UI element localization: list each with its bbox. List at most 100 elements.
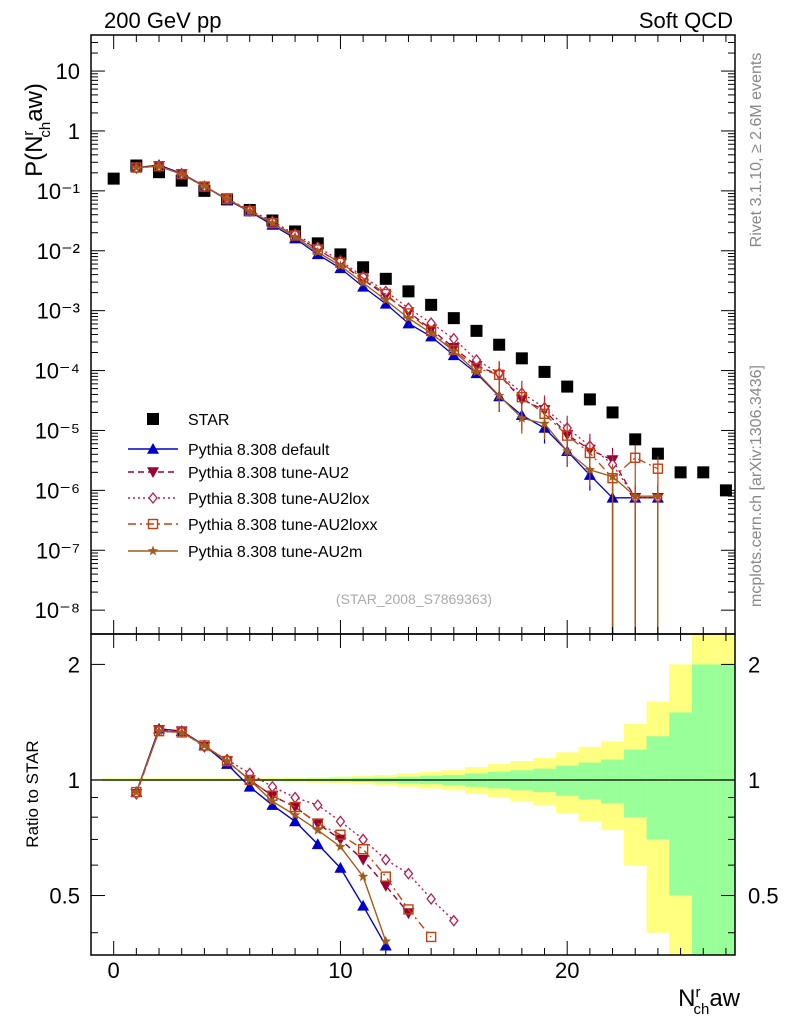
ratio-band-green bbox=[669, 712, 692, 896]
ratio-point-au2lox bbox=[358, 833, 368, 846]
data-point-au2m bbox=[221, 193, 233, 204]
data-point-star bbox=[583, 393, 596, 406]
ratio-band-green bbox=[555, 765, 579, 796]
ratio-line-au2loxx bbox=[135, 730, 432, 938]
ratio-point-au2 bbox=[379, 881, 392, 892]
ratio-point-au2m bbox=[131, 786, 142, 797]
ratio-point-au2loxx bbox=[403, 904, 414, 915]
ratio-point-default bbox=[266, 799, 279, 810]
data-point-star bbox=[515, 352, 528, 365]
data-point-star bbox=[561, 380, 574, 393]
data-point-default bbox=[357, 280, 370, 292]
ratio-point-au2m bbox=[380, 935, 391, 946]
x-axis-label: Nr chaw bbox=[678, 984, 741, 1018]
data-point-star bbox=[606, 406, 619, 419]
data-point-au2m bbox=[652, 490, 664, 501]
data-point-au2loxx bbox=[493, 369, 505, 380]
data-point-default bbox=[402, 317, 415, 329]
main-y-tick-label: 1 bbox=[68, 119, 80, 144]
ratio-point-au2m bbox=[357, 871, 369, 882]
data-point-star bbox=[107, 172, 120, 185]
data-point-au2m bbox=[584, 464, 596, 475]
data-point-au2m bbox=[471, 366, 482, 377]
x-tick-label: 10 bbox=[328, 958, 352, 983]
main-y-tick-label: 10 bbox=[56, 59, 80, 84]
analysis-id-label: (STAR_2008_S7869363) bbox=[336, 591, 492, 607]
data-point-au2m bbox=[267, 217, 278, 228]
ratio-line-au2m bbox=[135, 730, 387, 942]
data-point-star bbox=[629, 433, 642, 446]
ratio-y-tick-label-left: 1 bbox=[68, 768, 80, 793]
ratio-y-tick-label-right: 0.5 bbox=[748, 884, 779, 909]
legend-label-au2loxx: Pythia 8.308 tune-AU2loxx bbox=[188, 517, 377, 534]
data-point-default bbox=[379, 297, 392, 309]
data-point-au2m bbox=[425, 327, 437, 338]
series-line-au2m bbox=[136, 165, 658, 497]
ratio-y-axis-label: Ratio to STAR bbox=[23, 740, 42, 847]
data-point-au2lox bbox=[471, 353, 482, 367]
ratio-point-default bbox=[379, 939, 392, 951]
data-point-au2m bbox=[493, 390, 505, 401]
main-y-tick-label: 10⁻⁶ bbox=[35, 478, 80, 503]
ratio-point-au2loxx bbox=[380, 871, 391, 882]
x-tick-label: 20 bbox=[555, 958, 579, 983]
header-left: 200 GeV pp bbox=[104, 8, 221, 33]
ratio-point-au2loxx bbox=[357, 844, 369, 855]
data-point-star bbox=[538, 365, 551, 378]
axis-ticks bbox=[90, 34, 735, 955]
main-y-tick-label: 10⁻¹ bbox=[37, 179, 80, 204]
ratio-curves bbox=[91, 722, 735, 951]
data-point-au2lox bbox=[448, 332, 459, 345]
data-point-au2m bbox=[199, 180, 210, 191]
ratio-point-au2lox bbox=[290, 791, 300, 804]
data-point-star bbox=[470, 324, 483, 337]
legend: STAR Pythia 8.308 default Pythia 8.308 tun… bbox=[128, 412, 377, 561]
ratio-y-tick-label-left: 2 bbox=[68, 652, 80, 677]
x-tick-labels: 0 10 20 bbox=[108, 958, 580, 983]
ratio-band-green bbox=[714, 664, 735, 955]
ratio-point-au2m bbox=[153, 725, 165, 736]
ratio-point-au2loxx bbox=[425, 931, 437, 943]
ratio-band-green bbox=[623, 749, 647, 818]
data-point-star bbox=[697, 466, 710, 479]
ratio-point-au2lox bbox=[403, 867, 414, 880]
ratio-band-green bbox=[578, 762, 602, 800]
ratio-point-au2lox bbox=[380, 853, 391, 866]
rivet-version-label: Rivet 3.1.10, ≥ 2.6M events bbox=[748, 53, 765, 248]
ratio-point-au2m bbox=[221, 755, 233, 766]
legend-label-default: Pythia 8.308 default bbox=[188, 442, 330, 459]
main-y-tick-labels: 10 1 10⁻¹ 10⁻² 10⁻³ 10⁻⁴ 10⁻⁵ 10⁻⁶ 10⁻⁷ 10⁻⁸ bbox=[34, 59, 80, 623]
legend-marker-au2loxx bbox=[147, 518, 159, 530]
data-point-star bbox=[334, 248, 347, 261]
series-line-au2lox bbox=[136, 165, 658, 499]
main-y-tick-label: 10⁻⁸ bbox=[35, 598, 80, 623]
data-point-au2m bbox=[380, 294, 391, 305]
ratio-uncertainty-bands bbox=[102, 634, 735, 955]
ratio-line-au2 bbox=[135, 729, 410, 914]
legend-label-star: STAR bbox=[188, 412, 229, 429]
data-point-star bbox=[674, 466, 687, 479]
ratio-point-au2lox bbox=[312, 799, 323, 812]
data-point-au2m bbox=[176, 168, 187, 179]
legend-label-au2: Pythia 8.308 tune-AU2 bbox=[188, 465, 349, 482]
series-line-au2loxx bbox=[136, 165, 659, 480]
ratio-point-au2 bbox=[357, 854, 370, 866]
main-data-points bbox=[107, 159, 732, 634]
data-point-star bbox=[357, 261, 370, 274]
ratio-line-au2lox bbox=[135, 729, 455, 922]
ratio-y-tick-label-right: 2 bbox=[748, 652, 760, 677]
data-point-star bbox=[379, 272, 392, 285]
legend-marker-star bbox=[147, 413, 159, 425]
main-y-tick-label: 10⁻² bbox=[37, 239, 80, 264]
ratio-point-default bbox=[334, 861, 347, 873]
data-point-star bbox=[447, 312, 460, 325]
ratio-point-au2lox bbox=[448, 914, 459, 927]
legend-label-au2m: Pythia 8.308 tune-AU2m bbox=[188, 544, 362, 561]
ratio-plot-frame bbox=[90, 633, 736, 956]
main-y-axis-label: P(Nrchaw) bbox=[20, 83, 54, 177]
data-point-au2m bbox=[630, 490, 641, 501]
legend-marker-au2m bbox=[147, 545, 159, 556]
data-point-au2m bbox=[289, 231, 301, 242]
ratio-point-au2m bbox=[312, 824, 323, 835]
